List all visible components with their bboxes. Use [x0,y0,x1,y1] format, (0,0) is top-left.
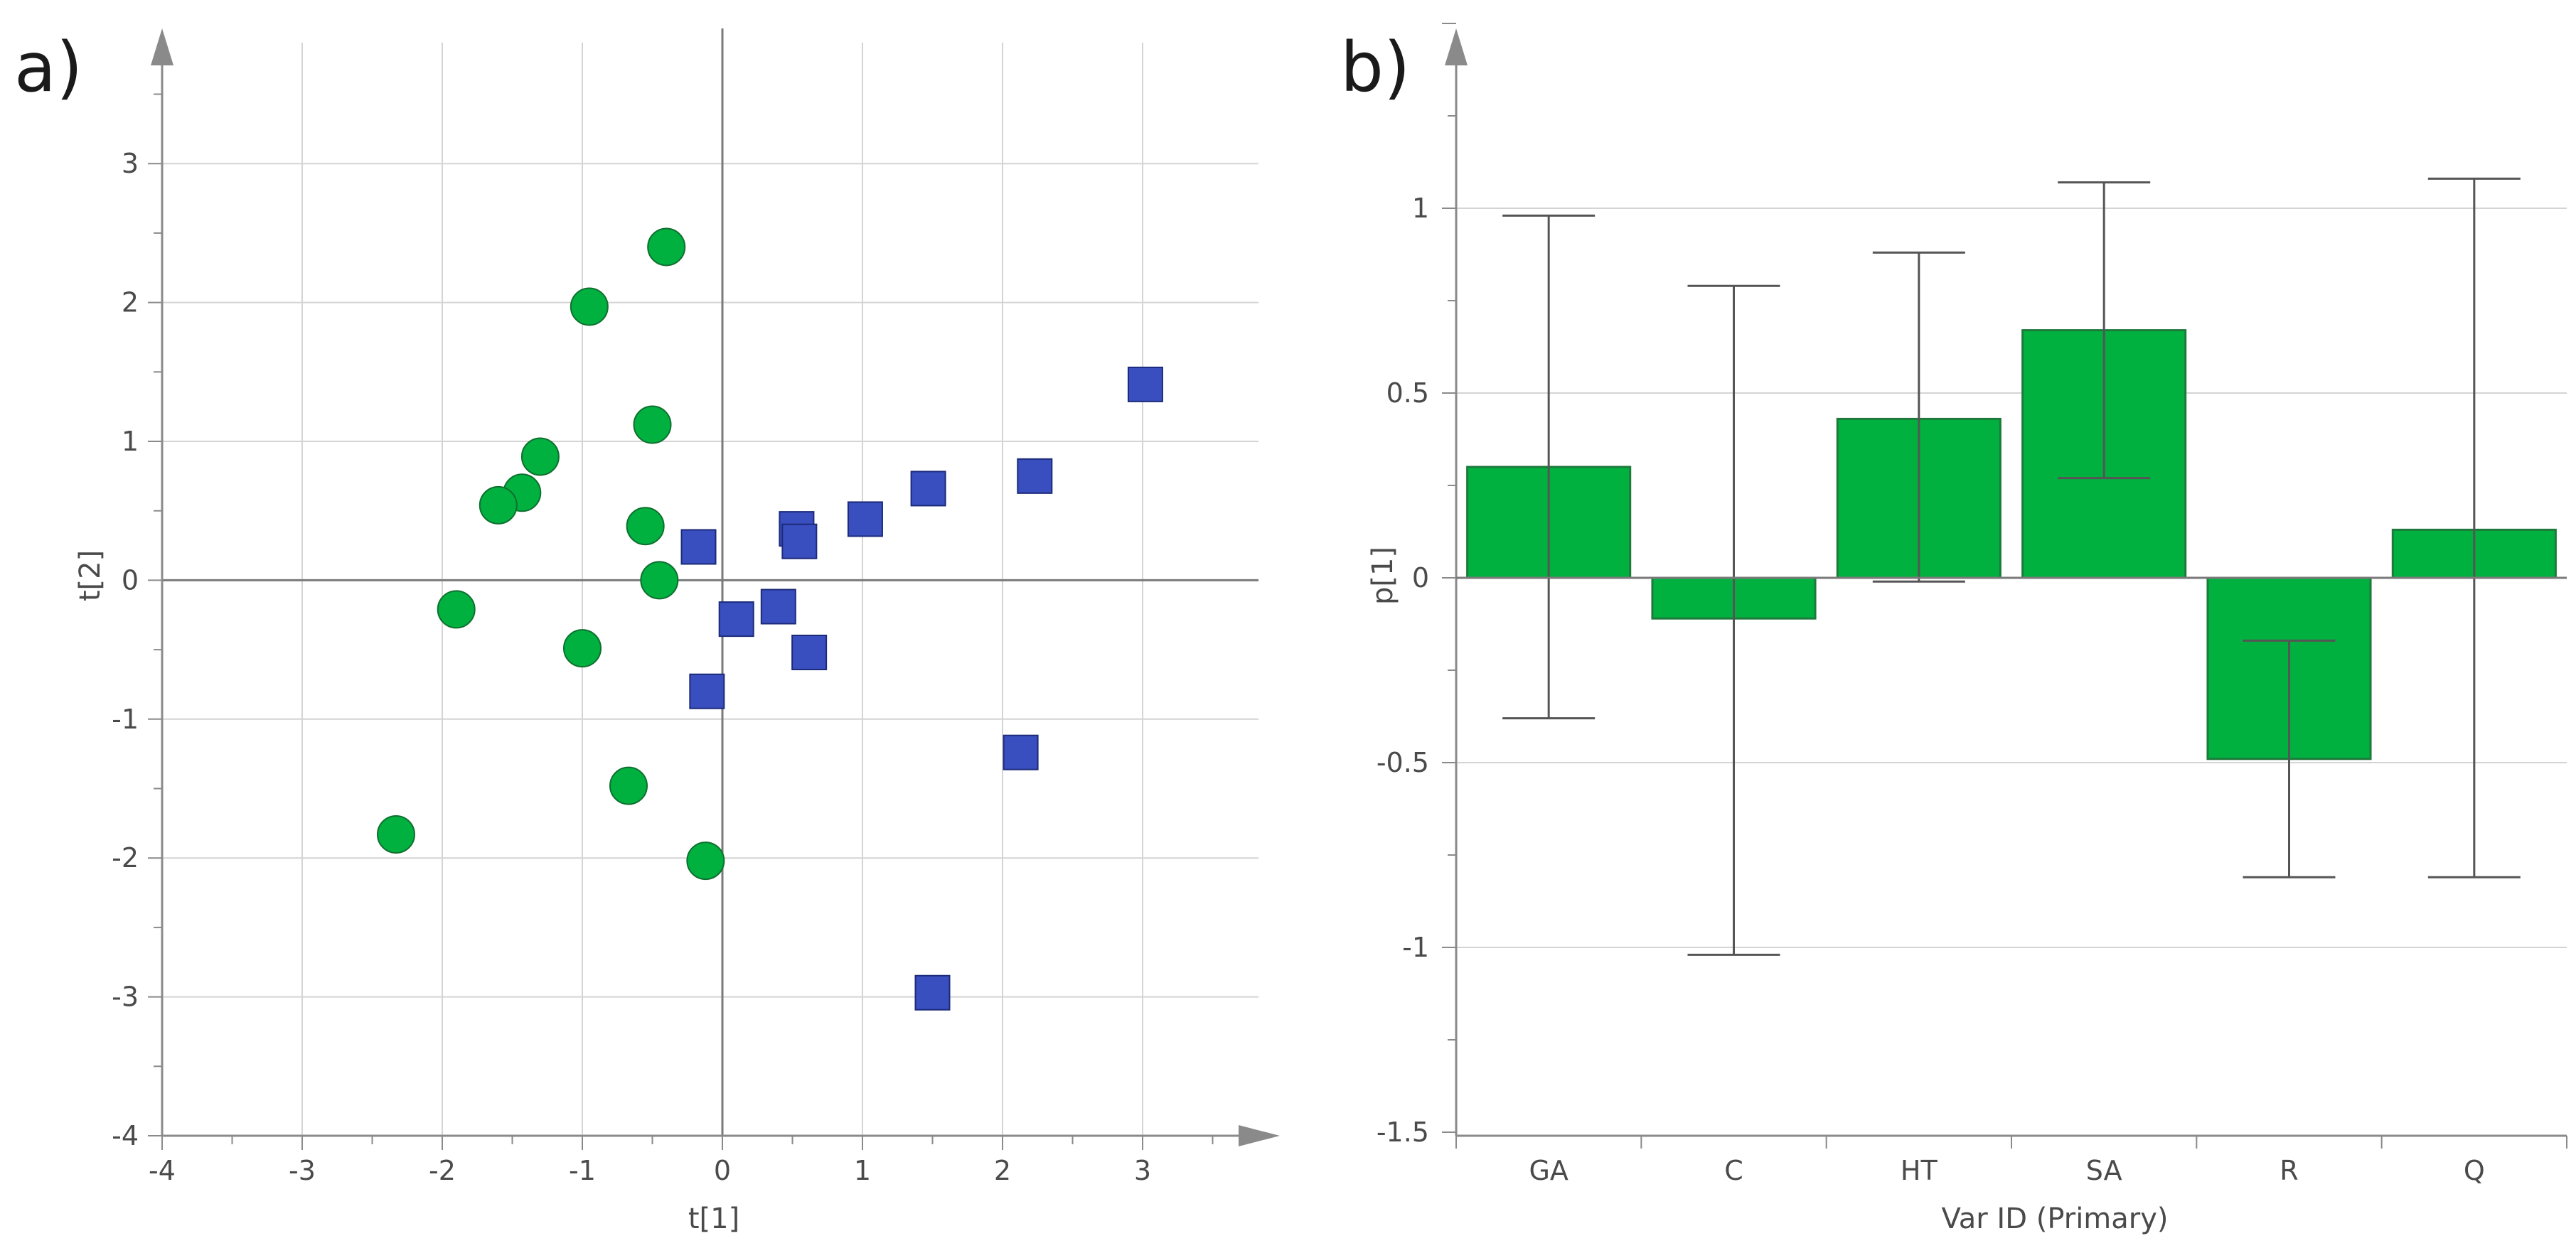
x-tick-label: -3 [289,1155,316,1186]
y-tick-label: -4 [112,1120,139,1151]
bar-tick-labels: 1 0.5 0 -0.5 -1 -1.5 GA C HT SA R Q [1377,193,2485,1186]
scatter-point-square [718,601,754,638]
panel-label-b: b) [1340,28,1410,107]
scatter-point-square [847,501,883,537]
scatter-point-circle [647,227,686,267]
bar-error-bars [1502,177,2521,956]
scatter-point-square [914,974,951,1011]
x-axis-label-a: t[1] [688,1203,739,1235]
y-tick-label: 0 [1412,562,1429,593]
x-tick-label: 2 [994,1155,1011,1186]
scatter-point-square [910,471,946,507]
y-axis-label-a: t[2] [74,550,107,601]
scatter-panel-a: a) -4 -3 -2 -1 0 1 2 3 -4 -3 -2 -1 0 1 2 3 t[1] t[2] [14,28,1280,1235]
scatter-point-square [689,673,725,709]
panel-label-a: a) [14,28,82,107]
scatter-point-square [791,635,828,671]
y-tick-label: 2 [122,287,139,318]
bar-bars [1466,329,2557,760]
scatter-points [376,227,1163,1011]
scatter-point-circle [609,766,648,805]
y-axis-arrow [1445,28,1468,65]
y-tick-label: 1 [122,426,139,457]
scatter-axes [148,28,1280,1150]
scatter-point-circle [520,437,560,476]
x-tick-label: 1 [854,1155,871,1186]
y-tick-label: 1 [1412,193,1429,224]
y-tick-label: -3 [112,982,139,1013]
y-tick-label: 3 [122,148,139,179]
y-tick-label: 0 [122,564,139,596]
scatter-point-circle [633,405,672,444]
scatter-point-circle [376,815,415,854]
x-axis-label-b: Var ID (Primary) [1941,1203,2168,1235]
x-tick-label: 0 [714,1155,731,1186]
y-tick-label: -2 [112,842,139,873]
scatter-point-square [760,588,796,625]
x-tick-label: -4 [149,1155,176,1186]
scatter-point-square [1127,366,1163,402]
y-axis-arrow [151,28,173,65]
scatter-point-circle [570,287,609,326]
y-tick-label: -1 [1402,932,1429,963]
x-tick-label: -1 [569,1155,596,1186]
y-tick-label: -1.5 [1377,1117,1429,1148]
x-tick-label: Q [2464,1155,2485,1186]
bar-grid [1456,208,2567,948]
x-tick-label: R [2280,1155,2298,1186]
x-tick-label: HT [1901,1155,1938,1186]
x-axis-arrow [1239,1125,1280,1146]
scatter-point-square [1017,458,1053,494]
x-tick-label: C [1724,1155,1743,1186]
scatter-point-square [680,529,717,565]
y-tick-label: -1 [112,704,139,735]
scatter-point-square [781,523,818,559]
x-tick-label: -2 [429,1155,456,1186]
scatter-point-circle [640,561,679,600]
scatter-point-circle [563,629,602,668]
bar-axes [1442,23,2567,1149]
scatter-point-circle [479,485,518,525]
scatter-point-circle [686,842,725,881]
x-tick-label: SA [2086,1155,2122,1186]
y-tick-label: 0.5 [1386,377,1429,409]
bar-panel-b: b) 1 0.5 0 -0.5 -1 -1.5 GA C HT SA R Q Var ID (Prim… [1340,23,2567,1235]
scatter-point-square [1003,734,1039,770]
x-tick-label: GA [1529,1155,1568,1186]
scatter-grid [162,43,1258,1136]
scatter-point-circle [437,590,476,629]
y-axis-label-b: p[1] [1367,547,1399,605]
scatter-tick-labels: -4 -3 -2 -1 0 1 2 3 -4 -3 -2 -1 0 1 2 3 [112,148,1151,1186]
scatter-point-circle [626,507,665,546]
y-tick-label: -0.5 [1377,747,1429,778]
x-tick-label: 3 [1134,1155,1151,1186]
